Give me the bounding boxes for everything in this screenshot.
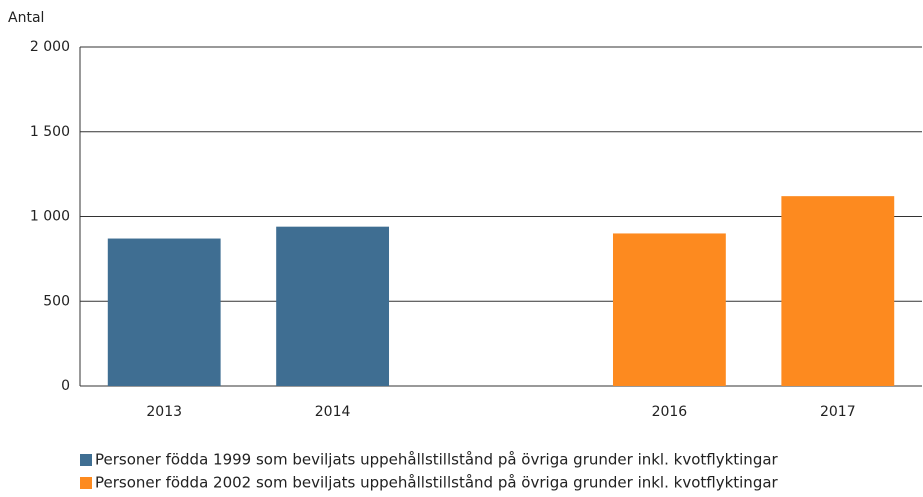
legend-swatch — [80, 454, 92, 466]
y-tick-label: 1 500 — [30, 124, 70, 140]
legend-label: Personer födda 2002 som beviljats uppehå… — [95, 474, 779, 492]
bar — [107, 238, 221, 386]
bar — [612, 233, 726, 386]
y-tick-label: 1 000 — [30, 209, 70, 225]
y-tick-label: 2 000 — [30, 39, 70, 55]
bar — [781, 196, 895, 386]
legend-swatch — [80, 477, 92, 489]
x-tick-label: 2014 — [315, 404, 351, 420]
y-axis-label: Antal — [8, 10, 44, 26]
bar — [276, 226, 390, 386]
x-tick-label: 2016 — [652, 404, 688, 420]
x-tick-label: 2017 — [820, 404, 856, 420]
y-tick-label: 0 — [61, 378, 70, 394]
y-tick-label: 500 — [43, 293, 70, 309]
legend-label: Personer födda 1999 som beviljats uppehå… — [95, 451, 779, 469]
x-tick-label: 2013 — [146, 404, 182, 420]
